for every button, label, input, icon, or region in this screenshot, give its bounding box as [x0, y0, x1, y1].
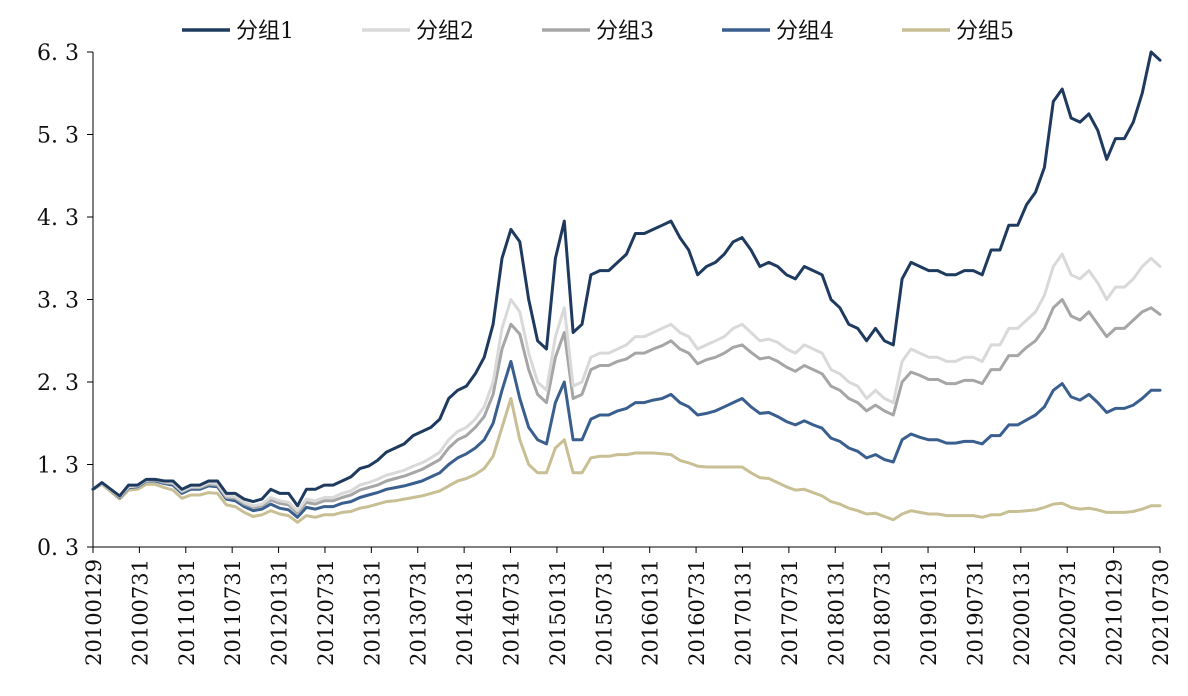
- series-line-1: [91, 50, 1162, 508]
- x-axis: 20100129 20100731 20110131 20110731 20120131…: [82, 546, 1173, 666]
- series-lines: [91, 50, 1162, 524]
- legend-item-5: 分组5: [902, 19, 1014, 44]
- y-tick-label: 3. 3: [37, 289, 79, 314]
- y-tick-label: 4. 3: [37, 206, 79, 231]
- x-tick-label: 20170131: [731, 559, 755, 666]
- x-tick-label: 20160731: [685, 559, 709, 666]
- x-tick-label: 20160131: [639, 559, 663, 666]
- y-tick-label: 5. 3: [37, 124, 79, 149]
- x-tick-label: 20130731: [407, 559, 431, 666]
- x-tick-label: 20190731: [963, 559, 987, 666]
- legend-label: 分组5: [956, 19, 1014, 44]
- legend-item-1: 分组1: [182, 19, 294, 44]
- y-tick-label: 6. 3: [37, 41, 79, 66]
- x-tick-label: 20170731: [778, 559, 802, 666]
- x-tick-label: 20140131: [453, 559, 477, 666]
- x-tick-label: 20150131: [546, 559, 570, 666]
- legend-item-4: 分组4: [722, 19, 834, 44]
- legend: 分组1 分组2 分组3 分组4 分组5: [182, 19, 1014, 44]
- x-tick-label: 20210129: [1103, 559, 1127, 666]
- x-tick-label: 20200731: [1056, 559, 1080, 666]
- x-tick-label: 20120131: [268, 559, 292, 666]
- series-line-3: [91, 298, 1162, 515]
- legend-label: 分组3: [596, 19, 654, 44]
- legend-label: 分组4: [776, 19, 834, 44]
- x-tick-label: 20210730: [1149, 559, 1173, 666]
- legend-label: 分组1: [236, 19, 294, 44]
- y-tick-label: 2. 3: [37, 371, 79, 396]
- x-tick-label: 20200131: [1010, 559, 1034, 666]
- legend-label: 分组2: [416, 19, 474, 44]
- x-tick-label: 20130131: [360, 559, 384, 666]
- legend-item-3: 分组3: [542, 19, 654, 44]
- x-tick-label: 20150731: [592, 559, 616, 666]
- x-tick-label: 20120731: [314, 559, 338, 666]
- series-line-2: [91, 252, 1162, 513]
- x-tick-label: 20180731: [871, 559, 895, 666]
- x-tick-label: 20100731: [128, 559, 152, 666]
- series-line-4: [91, 359, 1162, 519]
- series-line-5: [91, 397, 1162, 524]
- legend-item-2: 分组2: [362, 19, 474, 44]
- x-tick-label: 20100129: [82, 559, 106, 666]
- x-tick-label: 20110731: [221, 559, 245, 666]
- y-axis: 0. 3 1. 3 2. 3 3. 3 4. 3 5. 3 6. 3: [37, 41, 94, 561]
- y-tick-label: 1. 3: [37, 454, 79, 479]
- y-tick-label: 0. 3: [37, 536, 79, 561]
- x-tick-label: 20190131: [917, 559, 941, 666]
- x-tick-label: 20180131: [824, 559, 848, 666]
- x-tick-label: 20140731: [500, 559, 524, 666]
- x-tick-label: 20110131: [175, 559, 199, 666]
